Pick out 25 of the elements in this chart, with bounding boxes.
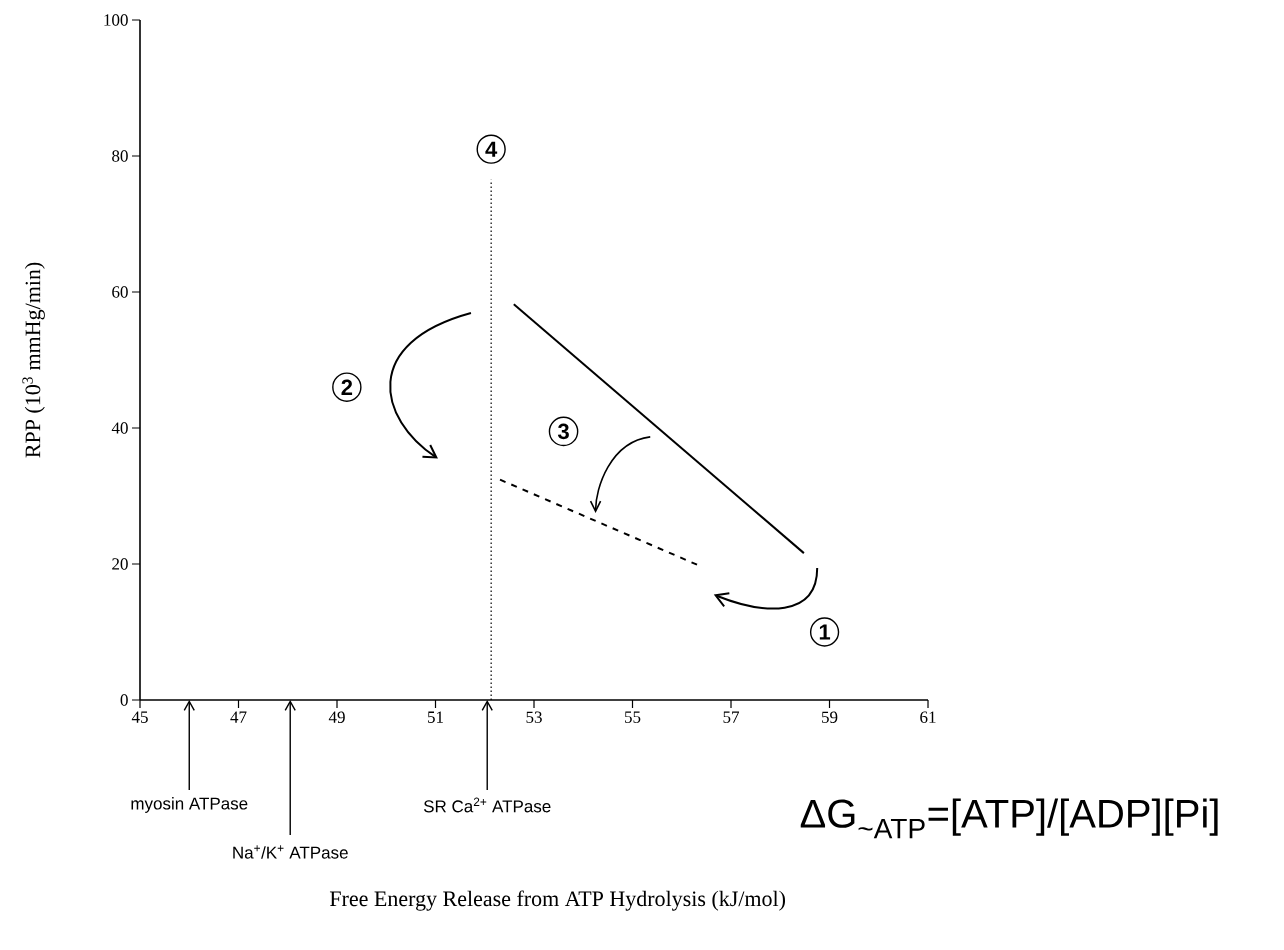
annotation: 4	[485, 141, 498, 157]
x-tick-label: 47	[230, 711, 247, 723]
annotation: 2	[341, 379, 353, 395]
text: ΔG$_{~ATP}$=[ATP]/[ADP][Pi]	[800, 798, 1218, 839]
text: Na$^{+}$/K$^{+}$ ATPase	[233, 845, 348, 859]
text: Free Energy Release from ATP Hydrolysis (kJ/mol)	[329, 890, 786, 911]
y-tick-label: 60	[112, 286, 128, 298]
text: SR Ca$^{2+}$ ATPase	[423, 797, 551, 813]
text: myosin ATPase	[131, 797, 248, 813]
x-tick-label: 61	[920, 711, 936, 723]
annotation: 1	[819, 624, 831, 640]
y-tick-label: 100	[104, 14, 128, 26]
x-tick-label: 59	[822, 711, 838, 723]
y-axis-title: RPP (10$^{3}$ mmHg/min)	[22, 262, 45, 458]
x-tick-label: 51	[427, 711, 443, 723]
y-tick-label: 80	[112, 150, 128, 162]
annotation: 3	[557, 423, 569, 440]
y-tick-label: 0	[120, 694, 128, 706]
y-tick-label: 40	[111, 422, 128, 434]
x-tick-label: 57	[723, 711, 740, 723]
y-tick-label: 20	[112, 558, 128, 570]
x-tick-label: 45	[131, 711, 148, 723]
x-tick-label: 55	[624, 711, 641, 723]
x-tick-label: 53	[526, 711, 542, 723]
x-tick-label: 49	[328, 711, 345, 723]
